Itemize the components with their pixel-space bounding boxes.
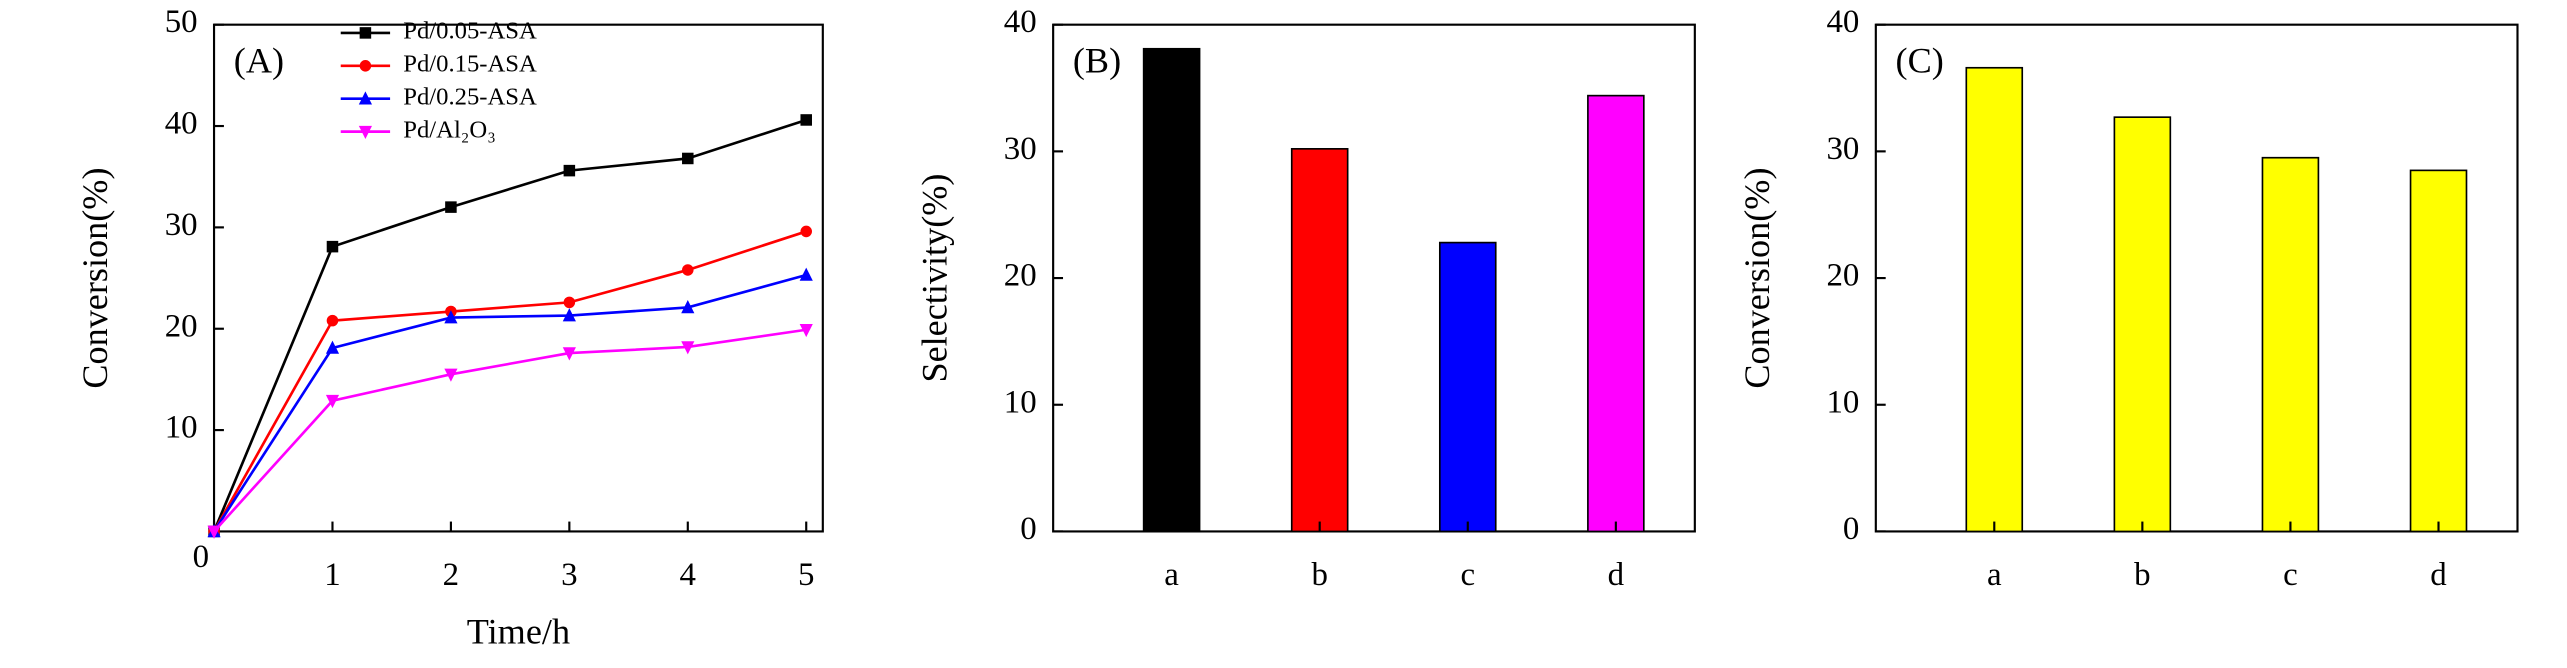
y-tick-label: 40	[165, 106, 198, 142]
y-tick-label: 50	[165, 4, 198, 40]
marker	[682, 264, 694, 276]
marker	[562, 308, 576, 322]
x-tick-label: 0	[193, 539, 209, 575]
y-tick-label: 10	[165, 410, 198, 446]
x-tick-label: 1	[324, 557, 340, 593]
x-tick-label: 3	[561, 557, 577, 593]
legend-label: Pd/0.05-ASA	[403, 18, 537, 45]
marker	[682, 152, 694, 165]
y-tick-label: 20	[1826, 258, 1859, 294]
y-tick-label: 40	[1826, 4, 1859, 40]
marker	[800, 225, 812, 238]
marker	[799, 323, 813, 338]
y-tick-label: 30	[165, 207, 198, 243]
plot-frame	[212, 23, 824, 533]
series-line	[212, 273, 807, 533]
series-line	[212, 118, 807, 532]
marker	[562, 347, 576, 361]
y-tick-label: 10	[1004, 384, 1037, 420]
legend-marker	[359, 60, 372, 72]
x-tick-label: d	[2430, 557, 2447, 593]
y-tick-label: 30	[1826, 131, 1859, 167]
marker	[799, 267, 813, 281]
marker	[681, 341, 695, 355]
marker	[445, 201, 457, 213]
bar	[2409, 169, 2468, 533]
bar	[1290, 148, 1349, 533]
x-axis-label: Time/h	[467, 611, 570, 651]
x-tick-label: b	[2134, 557, 2150, 593]
marker	[800, 114, 812, 126]
y-tick-label: 0	[1843, 511, 1859, 547]
marker	[326, 240, 339, 253]
y-tick-label: 0	[1020, 511, 1036, 547]
y-tick-label: 40	[1004, 4, 1037, 40]
bar	[1438, 241, 1497, 533]
y-tick-label: 30	[1004, 131, 1037, 167]
bar	[1965, 66, 2024, 533]
marker	[326, 314, 339, 327]
legend-marker	[358, 125, 372, 140]
marker	[563, 296, 576, 309]
bar	[1142, 47, 1201, 533]
y-axis-label: Conversion(%)	[1737, 168, 1777, 389]
x-tick-label: c	[2283, 557, 2298, 593]
panel-label: (B)	[1073, 40, 1121, 80]
series-line	[213, 328, 807, 533]
bar	[1587, 94, 1645, 533]
series-line	[212, 230, 807, 533]
marker	[325, 394, 340, 409]
x-tick-label: a	[1987, 557, 2002, 593]
legend-label: Pd/Al₂O₃	[403, 116, 496, 143]
x-tick-label: b	[1311, 557, 1327, 593]
x-tick-label: c	[1460, 557, 1475, 593]
marker	[681, 300, 695, 314]
x-tick-label: 2	[443, 557, 459, 593]
y-tick-label: 20	[1004, 258, 1037, 294]
y-axis-label: Selectivity(%)	[914, 174, 954, 383]
marker	[444, 310, 458, 324]
legend-marker	[359, 27, 372, 39]
legend-label: Pd/0.25-ASA	[403, 83, 537, 110]
bar	[2261, 156, 2320, 533]
x-tick-label: 5	[798, 557, 814, 593]
x-tick-label: 4	[680, 557, 696, 593]
y-axis-label: Conversion(%)	[75, 168, 115, 389]
marker	[325, 340, 340, 354]
y-tick-label: 10	[1826, 384, 1859, 420]
x-tick-label: a	[1164, 557, 1179, 593]
panel-label: (C)	[1896, 40, 1944, 80]
x-tick-label: d	[1608, 557, 1625, 593]
legend-label: Pd/0.15-ASA	[403, 50, 537, 77]
marker	[444, 368, 458, 382]
marker	[563, 164, 576, 177]
legend-marker	[358, 91, 372, 105]
y-tick-label: 20	[165, 308, 198, 344]
marker	[207, 525, 221, 539]
bar	[2113, 116, 2172, 533]
panel-label: (A)	[234, 40, 284, 80]
